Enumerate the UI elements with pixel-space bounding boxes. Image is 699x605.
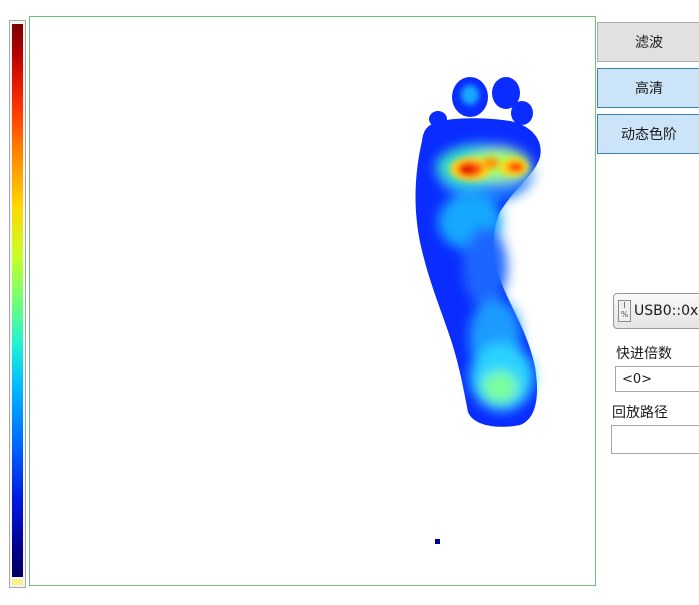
color-scale-bar [9,20,26,588]
fast-forward-value: <0> [622,371,653,387]
filter-button-label: 滤波 [635,35,663,51]
color-scale-cap [12,579,23,585]
io-icon: I% [618,300,631,322]
dynamic-scale-button[interactable]: 动态色阶 [597,114,699,154]
dynamic-scale-button-label: 动态色阶 [621,127,677,143]
footprint-heatmap [415,77,541,544]
stray-pixel [435,539,440,544]
color-scale-gradient [12,24,23,577]
fast-forward-input[interactable]: <0> [615,366,699,392]
toes [429,77,533,127]
filter-button[interactable]: 滤波 [597,22,699,62]
hd-button-label: 高清 [635,81,663,97]
hd-button[interactable]: 高清 [597,68,699,108]
playback-path-label: 回放路径 [612,405,668,421]
metatarsal-hotspots [450,157,528,181]
pressure-heatmap-canvas[interactable] [29,16,596,586]
device-resource-selector[interactable]: I% USB0::0x [613,293,699,329]
playback-path-input[interactable] [611,425,699,454]
device-resource-text: USB0::0x [634,303,699,319]
fast-forward-label: 快进倍数 [616,346,672,362]
